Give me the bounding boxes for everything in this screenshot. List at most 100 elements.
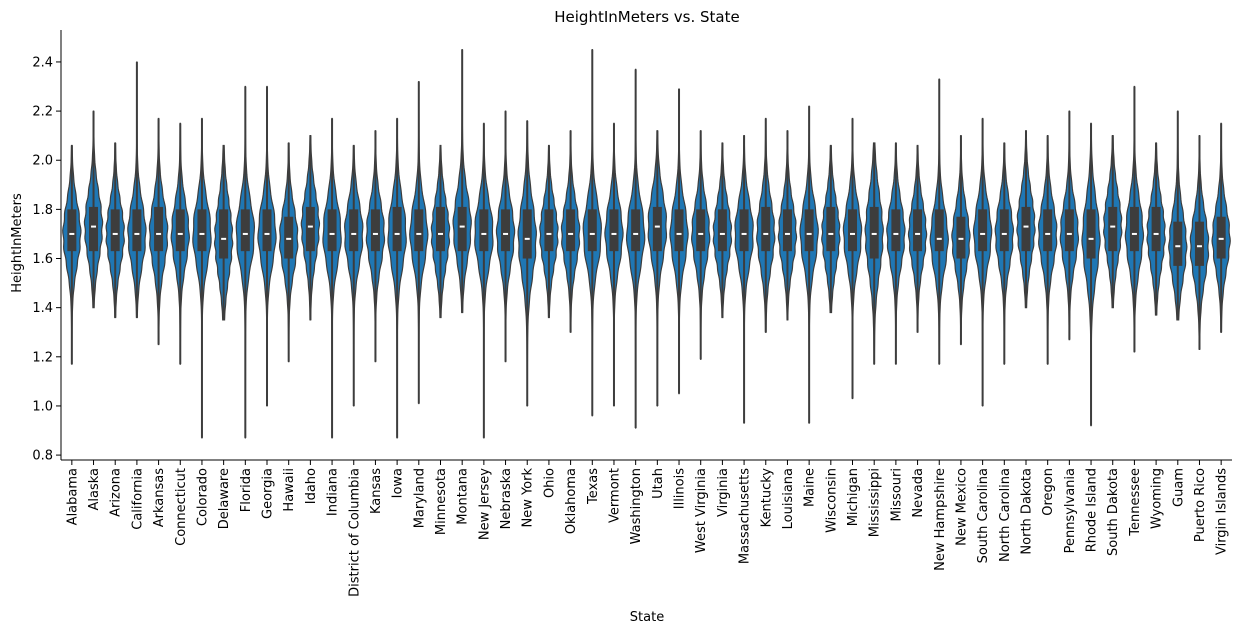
y-tick-label: 0.8 [32, 449, 53, 464]
x-tick-label: Illinois [673, 468, 688, 509]
violin-missouri [886, 142, 906, 365]
violin-iqr-box [696, 209, 706, 252]
violin-maine [799, 105, 819, 424]
violin-iqr-box [869, 206, 879, 259]
x-tick-label: Maine [803, 468, 818, 507]
violin-utah [647, 130, 668, 407]
violin-florida [235, 85, 256, 439]
x-tick-label: Indiana [326, 468, 341, 516]
violin-arkansas [148, 117, 169, 346]
violin-iqr-box [826, 206, 836, 252]
plot-area [62, 49, 1231, 439]
violin-iqr-box [652, 206, 662, 252]
violin-wisconsin [821, 144, 841, 314]
x-tick-label: North Dakota [1019, 468, 1034, 555]
violin-iqr-box [1086, 209, 1096, 259]
x-tick-label: Nevada [911, 468, 926, 518]
violin-new-hampshire [929, 78, 949, 365]
violin-rhode-island [1081, 122, 1101, 427]
violin-alabama [62, 144, 82, 365]
violin-indiana [322, 117, 342, 439]
violin-michigan [842, 117, 863, 400]
x-tick-label: Oklahoma [564, 468, 579, 534]
x-tick-label: West Virginia [694, 468, 709, 553]
violin-iqr-box [609, 209, 619, 252]
violin-oklahoma [560, 130, 581, 333]
x-tick-label: Maryland [412, 468, 427, 528]
x-tick-label: New Hampshire [933, 468, 948, 571]
x-tick-label: Arizona [109, 468, 124, 517]
x-tick-label: Alaska [87, 468, 102, 511]
violin-maryland [409, 81, 429, 405]
violin-south-dakota [1103, 135, 1123, 309]
violin-california [127, 61, 147, 319]
x-tick-label: Kentucky [759, 468, 774, 528]
violin-iqr-box [587, 209, 597, 252]
violin-iqr-box [631, 209, 641, 252]
violin-north-carolina [994, 142, 1015, 365]
y-tick-label: 1.6 [32, 252, 53, 267]
violin-iqr-box [1216, 216, 1226, 259]
violin-guam [1168, 110, 1188, 321]
violin-nebraska [495, 110, 516, 363]
violin-iqr-box [305, 206, 315, 252]
violin-mississippi [864, 142, 884, 365]
x-tick-label: Alabama [65, 468, 80, 525]
x-tick-label: Florida [239, 468, 254, 512]
x-tick-label: Idaho [304, 468, 319, 504]
violin-south-carolina [972, 117, 993, 407]
x-tick-label: Virgin Islands [1215, 468, 1230, 555]
violin-washington [625, 68, 646, 429]
violin-iqr-box [956, 216, 966, 259]
violin-iqr-box [1064, 209, 1074, 252]
violin-iqr-box [804, 209, 814, 252]
x-tick-label: Delaware [217, 468, 232, 529]
violin-vermont [604, 122, 624, 407]
violin-iqr-box [132, 209, 142, 252]
violin-iqr-box [1129, 206, 1139, 252]
violin-iqr-box [284, 216, 294, 259]
y-tick-label: 1.2 [32, 350, 53, 365]
x-tick-label: New York [521, 468, 536, 528]
violin-iqr-box [392, 206, 402, 252]
x-tick-label: Louisiana [781, 468, 796, 529]
violin-virgin-islands [1211, 122, 1231, 333]
violin-iowa [387, 117, 407, 439]
violin-iqr-box [1108, 206, 1118, 252]
x-tick-label: Massachusetts [738, 468, 753, 564]
violin-iqr-box [913, 209, 923, 252]
violin-iqr-box [414, 209, 424, 252]
violin-iqr-box [327, 209, 337, 252]
violin-puerto-rico [1189, 135, 1210, 351]
violin-pennsylvania [1059, 110, 1080, 341]
x-tick-label: Hawaii [282, 468, 297, 512]
x-tick-label: Texas [586, 468, 601, 505]
violin-iqr-box [761, 206, 771, 252]
x-tick-label: Wyoming [1150, 468, 1165, 529]
violin-colorado [192, 117, 212, 439]
x-tick-label: Tennessee [1128, 468, 1143, 537]
violin-iqr-box [370, 209, 380, 252]
violin-illinois [669, 88, 689, 395]
violin-iqr-box [782, 209, 792, 252]
x-tick-label: Vermont [607, 468, 622, 523]
x-tick-label: Pennsylvania [1063, 468, 1078, 553]
x-tick-label: Rhode Island [1085, 468, 1100, 552]
y-tick-label: 1.8 [32, 203, 53, 218]
violin-iqr-box [240, 209, 250, 252]
violin-minnesota [430, 144, 451, 319]
violin-iqr-box [175, 209, 185, 252]
x-tick-label: Guam [1171, 468, 1186, 507]
violin-iqr-box [349, 209, 359, 252]
violin-kentucky [756, 117, 776, 333]
violin-north-dakota [1016, 130, 1036, 309]
violin-iqr-box [110, 209, 120, 252]
y-tick-label: 1.0 [32, 399, 53, 414]
violin-tennessee [1124, 85, 1145, 353]
violin-iqr-box [1043, 209, 1053, 252]
x-tick-label: Ohio [542, 468, 557, 498]
x-tick-label: District of Columbia [347, 468, 362, 597]
violin-louisiana [777, 130, 798, 321]
violin-iqr-box [1151, 206, 1161, 252]
x-axis-label: State [630, 610, 664, 625]
